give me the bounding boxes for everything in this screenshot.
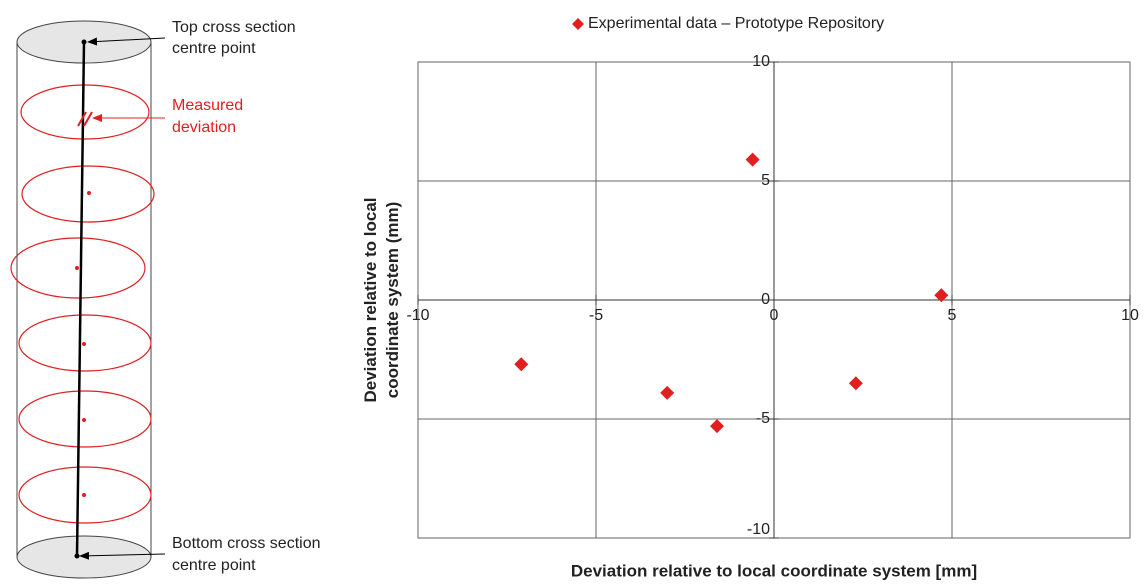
bottom-label: Bottom cross section [172,535,321,552]
data-point [710,419,725,434]
top-label: centre point [172,40,256,57]
legend-label: Experimental data – Prototype Repository [588,15,884,32]
y-tick-label: 10 [752,53,770,70]
bottom-label: centre point [172,557,256,574]
cylinder-diagram: Top cross section centre point Measured … [10,19,321,579]
y-tick-label: -10 [747,521,770,538]
arrow [87,37,166,46]
legend-marker [572,18,584,30]
data-point [660,385,675,400]
y-tick-label: 5 [761,172,770,189]
data-point [745,152,760,167]
x-axis-title: Deviation relative to local coordinate s… [571,561,977,580]
cross-sections [10,84,155,524]
x-tick-label: 10 [1121,307,1139,324]
x-tick-label: -5 [589,307,603,324]
y-axis-title-line: Deviation relative to local [361,197,380,402]
arrow [79,551,166,560]
data-point [514,357,529,372]
y-axis-title-line: coordinate system (mm) [383,202,402,399]
x-tick-label: 5 [948,307,957,324]
bottom-cap [16,535,152,579]
deviation-mark [77,111,93,127]
top-label: Top cross section [172,19,296,36]
centre-points [75,191,91,497]
data-point [848,376,863,391]
measured-label: Measured [172,97,243,114]
data-point [934,288,949,303]
y-tick-label: -5 [756,410,770,427]
centre-axis [75,41,86,557]
measured-label: deviation [172,119,236,136]
x-tick-label: -10 [406,307,429,324]
y-axis-title: Deviation relative to local coordinate sy… [361,197,402,402]
